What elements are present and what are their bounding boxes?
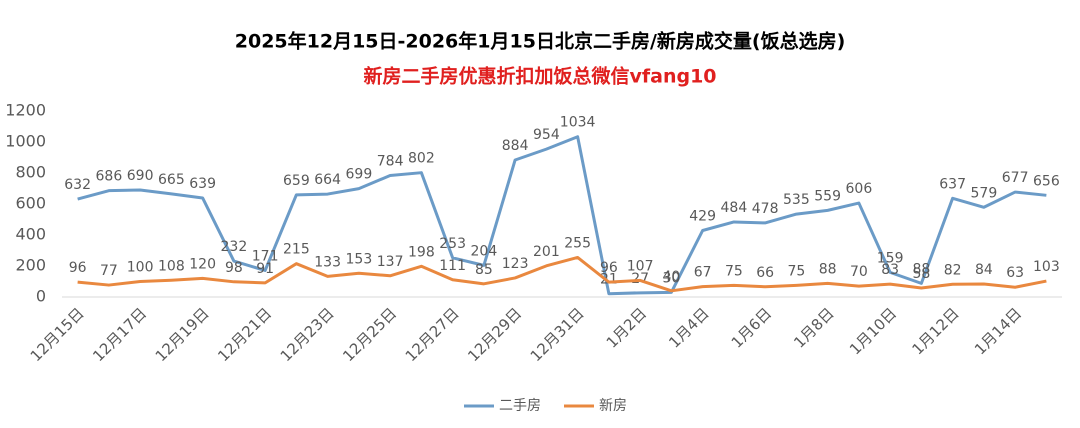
data-label: 253: [439, 236, 466, 252]
data-label: 637: [939, 176, 966, 192]
data-label: 108: [158, 258, 185, 274]
data-label: 159: [877, 250, 904, 266]
x-tick-label: 12月29日: [464, 304, 525, 365]
data-label: 639: [189, 176, 216, 192]
data-label: 198: [408, 244, 435, 260]
x-tick-label: 12月27日: [402, 304, 463, 365]
data-label: 535: [783, 192, 810, 208]
data-label: 255: [564, 235, 591, 251]
data-label: 215: [283, 242, 310, 258]
x-tick-label: 1月14日: [971, 304, 1025, 358]
data-label: 66: [756, 265, 774, 281]
data-label: 201: [533, 244, 560, 260]
data-label: 82: [944, 262, 962, 278]
x-tick-label: 12月23日: [277, 304, 338, 365]
data-label: 98: [225, 260, 243, 276]
data-label: 103: [1033, 259, 1060, 275]
data-label: 659: [283, 173, 310, 189]
data-label: 606: [846, 181, 873, 197]
data-label: 484: [721, 200, 748, 216]
data-label: 954: [533, 127, 560, 143]
data-label: 84: [975, 262, 993, 278]
data-label: 690: [127, 168, 154, 184]
chart-subtitle: 新房二手房优惠折扣加饭总微信vfang10: [363, 65, 716, 88]
data-label: 100: [127, 260, 154, 276]
data-label: 70: [850, 264, 868, 280]
data-label: 153: [346, 251, 373, 267]
legend-label: 二手房: [499, 398, 541, 414]
data-label: 133: [314, 254, 341, 270]
data-label: 63: [1006, 265, 1024, 281]
y-tick-label: 200: [15, 256, 46, 275]
x-tick-label: 12月15日: [27, 304, 88, 365]
data-label: 30: [662, 270, 680, 286]
y-tick-label: 400: [15, 225, 46, 244]
legend-label: 新房: [599, 398, 627, 414]
chart-title: 2025年12月15日-2026年1月15日北京二手房/新房成交量(饭总选房): [235, 30, 846, 53]
data-label: 85: [475, 262, 493, 278]
data-label: 21: [600, 272, 618, 288]
data-label: 579: [971, 185, 998, 201]
data-label: 88: [912, 261, 930, 277]
data-label: 96: [69, 260, 87, 276]
x-tick-label: 1月6日: [728, 304, 775, 351]
y-tick-label: 800: [15, 163, 46, 182]
data-label: 107: [627, 258, 654, 274]
x-tick-label: 1月8日: [790, 304, 837, 351]
data-label: 171: [252, 248, 279, 264]
data-label: 77: [100, 263, 118, 279]
data-label: 91: [256, 261, 274, 277]
data-label: 96: [600, 260, 618, 276]
data-label: 664: [314, 172, 341, 188]
data-label: 75: [725, 263, 743, 279]
x-tick-label: 12月31日: [527, 304, 588, 365]
data-label: 665: [158, 172, 185, 188]
data-label: 802: [408, 151, 435, 167]
data-label: 884: [502, 138, 529, 154]
data-label: 1034: [560, 115, 596, 131]
data-label: 67: [694, 265, 712, 281]
x-tick-label: 12月17日: [89, 304, 150, 365]
data-label: 137: [377, 254, 404, 270]
data-label: 111: [439, 258, 466, 274]
y-tick-label: 0: [36, 287, 46, 306]
data-label: 123: [502, 256, 529, 272]
data-label: 478: [752, 201, 779, 217]
data-label: 677: [1002, 170, 1029, 186]
data-label: 88: [819, 261, 837, 277]
x-tick-label: 1月2日: [603, 304, 650, 351]
x-tick-label: 1月10日: [846, 304, 900, 358]
data-label: 120: [189, 256, 216, 272]
y-tick-label: 1200: [5, 101, 46, 120]
data-label: 429: [689, 209, 716, 225]
series-line: [77, 135, 1047, 296]
data-label: 699: [346, 167, 373, 183]
data-label: 632: [64, 177, 91, 193]
x-tick-label: 12月21日: [214, 304, 275, 365]
data-label: 75: [787, 263, 805, 279]
data-label: 559: [814, 188, 841, 204]
data-label: 784: [377, 153, 404, 169]
y-tick-label: 600: [15, 194, 46, 213]
data-label: 204: [471, 243, 498, 259]
data-label: 656: [1033, 173, 1060, 189]
x-tick-label: 12月19日: [152, 304, 213, 365]
x-tick-label: 12月25日: [339, 304, 400, 365]
data-label: 58: [912, 266, 930, 282]
data-label: 40: [662, 269, 680, 285]
data-label: 83: [881, 262, 899, 278]
x-tick-label: 1月4日: [665, 304, 712, 351]
data-label: 232: [221, 239, 248, 255]
x-tick-label: 1月12日: [908, 304, 962, 358]
data-label: 686: [96, 169, 123, 185]
series-line: [77, 255, 1047, 293]
y-tick-label: 1000: [5, 132, 46, 151]
